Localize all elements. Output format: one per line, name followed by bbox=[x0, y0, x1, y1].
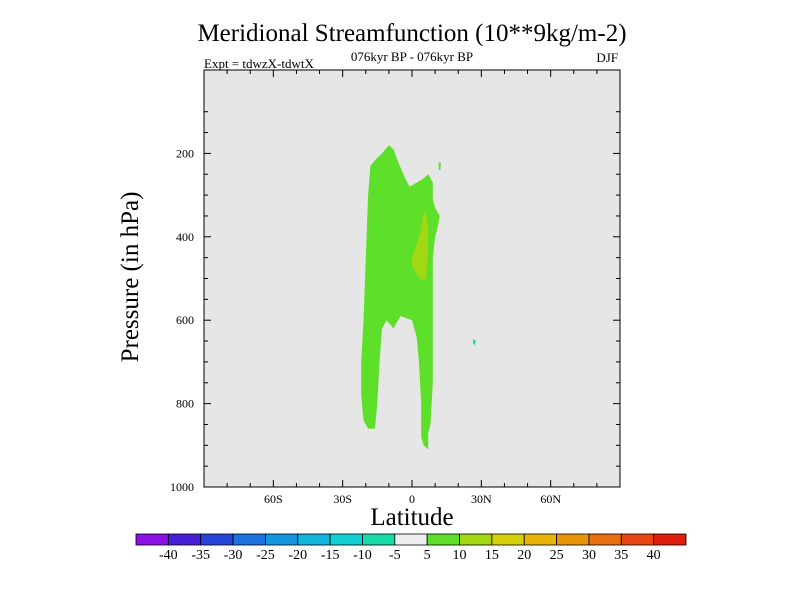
colorbar-labels: -40 -35 -30 -25 -20 -15 -10 -5 5 10 15 20 25 30 35 40 bbox=[159, 548, 661, 563]
colorbar-swatch bbox=[556, 533, 590, 546]
colorbar-swatch bbox=[200, 533, 234, 546]
colorbar-label: -40 bbox=[159, 548, 178, 563]
y-tick-label: 600 bbox=[176, 313, 194, 327]
colorbar-label: -35 bbox=[191, 548, 210, 563]
colorbar-label: 25 bbox=[550, 548, 564, 563]
colorbar-swatch bbox=[426, 533, 460, 546]
chart-title: Meridional Streamfunction (10**9kg/m-2) bbox=[197, 20, 626, 47]
experiment-label: Expt = tdwzX-tdwtX bbox=[204, 56, 314, 71]
colorbar-label: -25 bbox=[256, 548, 275, 563]
colorbar-label: 20 bbox=[517, 548, 531, 563]
y-tick-label: 800 bbox=[176, 397, 194, 411]
colorbar-swatch bbox=[362, 533, 396, 546]
y-tick-label: 1000 bbox=[170, 480, 194, 494]
colorbar-swatch bbox=[653, 533, 687, 546]
contour-region-fleck-lower bbox=[473, 339, 476, 346]
x-tick-labels: 60S 30S 0 30N 60N bbox=[264, 492, 561, 506]
x-axis-label: Latitude bbox=[370, 504, 453, 531]
colorbar-label: -10 bbox=[353, 548, 372, 563]
y-tick-label: 400 bbox=[176, 230, 194, 244]
colorbar-label: -15 bbox=[321, 548, 340, 563]
colorbar-label: 40 bbox=[647, 548, 661, 563]
colorbar-swatch bbox=[135, 533, 169, 546]
colorbar-label: 15 bbox=[485, 548, 499, 563]
x-tick-label: 60S bbox=[264, 492, 283, 506]
colorbar-label: 10 bbox=[453, 548, 467, 563]
colorbar-swatch bbox=[620, 533, 655, 546]
x-tick-label: 30N bbox=[471, 492, 492, 506]
x-tick-label: 0 bbox=[409, 492, 415, 506]
x-tick-label: 30S bbox=[333, 492, 352, 506]
colorbar-swatch bbox=[265, 533, 299, 546]
colorbar-swatch bbox=[167, 533, 202, 546]
colorbar-swatch bbox=[232, 533, 266, 546]
colorbar-label: -5 bbox=[389, 548, 401, 563]
colorbar-swatch bbox=[491, 533, 525, 546]
season-label: DJF bbox=[596, 50, 618, 65]
colorbar-swatch bbox=[459, 533, 493, 546]
chart-subtitle: 076kyr BP - 076kyr BP bbox=[351, 49, 473, 64]
contour-layer bbox=[361, 145, 476, 450]
colorbar-label: -30 bbox=[224, 548, 243, 563]
y-tick-label: 200 bbox=[176, 146, 194, 160]
colorbar-swatch bbox=[523, 533, 557, 546]
colorbar bbox=[135, 533, 687, 546]
x-tick-label: 60N bbox=[540, 492, 561, 506]
y-tick-labels: 200 400 600 800 1000 bbox=[170, 146, 194, 494]
contour-region-fleck-upper bbox=[438, 162, 441, 171]
colorbar-label: 30 bbox=[582, 548, 596, 563]
colorbar-swatch bbox=[297, 533, 331, 546]
colorbar-label: 35 bbox=[614, 548, 628, 563]
colorbar-label: 5 bbox=[424, 548, 431, 563]
colorbar-swatch bbox=[394, 533, 428, 546]
colorbar-swatch bbox=[329, 533, 363, 546]
contour-region-inner-core bbox=[412, 211, 429, 281]
contour-region-main-cell bbox=[361, 145, 440, 450]
axis-ticks bbox=[204, 70, 620, 487]
colorbar-label: -20 bbox=[288, 548, 307, 563]
colorbar-swatch bbox=[588, 533, 622, 546]
y-axis-label: Pressure (in hPa) bbox=[117, 192, 144, 363]
